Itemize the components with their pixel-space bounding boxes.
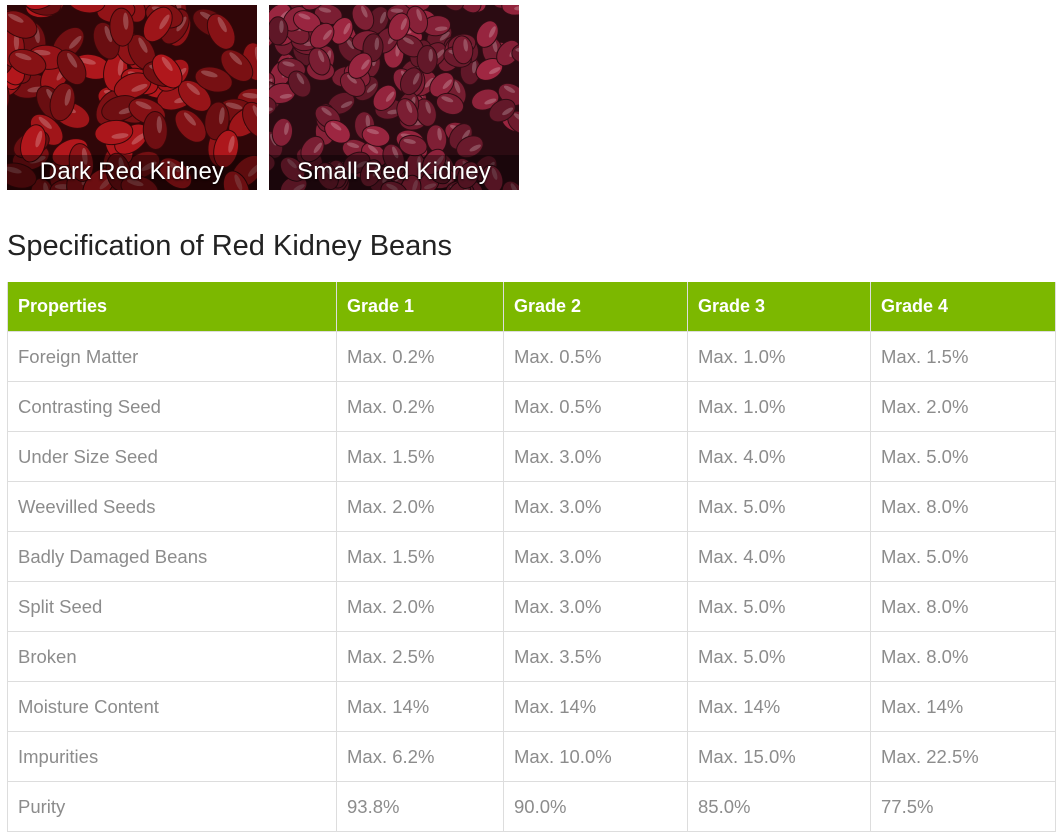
table-row: Under Size Seed Max. 1.5% Max. 3.0% Max. 4.… [7, 431, 1056, 482]
grade-value-cell: Max. 22.5% [870, 731, 1056, 782]
dark-red-kidney-photo: Dark Red Kidney [7, 5, 257, 190]
photo-caption: Dark Red Kidney [7, 155, 257, 190]
grade-value-cell: Max. 14% [870, 681, 1056, 732]
grade-value-cell: Max. 5.0% [687, 481, 871, 532]
column-header: Grade 4 [870, 282, 1056, 332]
table-row: Impurities Max. 6.2% Max. 10.0% Max. 15.0% M… [7, 731, 1056, 782]
table-row: Split Seed Max. 2.0% Max. 3.0% Max. 5.0% Max… [7, 581, 1056, 632]
grade-value-cell: Max. 3.5% [503, 631, 688, 682]
grade-value-cell: Max. 14% [687, 681, 871, 732]
grade-value-cell: Max. 2.5% [336, 631, 504, 682]
property-cell: Foreign Matter [7, 331, 337, 382]
grade-value-cell: Max. 0.2% [336, 331, 504, 382]
property-cell: Under Size Seed [7, 431, 337, 482]
specification-table: Properties Grade 1 Grade 2 Grade 3 Grade 4 F… [7, 282, 1056, 832]
grade-value-cell: Max. 5.0% [870, 431, 1056, 482]
property-cell: Contrasting Seed [7, 381, 337, 432]
grade-value-cell: Max. 10.0% [503, 731, 688, 782]
property-cell: Split Seed [7, 581, 337, 632]
property-cell: Broken [7, 631, 337, 682]
grade-value-cell: 93.8% [336, 781, 504, 832]
column-header: Grade 2 [503, 282, 688, 332]
grade-value-cell: Max. 5.0% [687, 631, 871, 682]
table-header-row: Properties Grade 1 Grade 2 Grade 3 Grade 4 [7, 282, 1056, 332]
grade-value-cell: Max. 2.0% [336, 581, 504, 632]
grade-value-cell: 85.0% [687, 781, 871, 832]
photo-caption: Small Red Kidney [269, 155, 519, 190]
grade-value-cell: Max. 3.0% [503, 581, 688, 632]
table-row: Purity 93.8% 90.0% 85.0% 77.5% [7, 781, 1056, 832]
grade-value-cell: Max. 14% [503, 681, 688, 732]
table-row: Moisture Content Max. 14% Max. 14% Max. 14%… [7, 681, 1056, 732]
grade-value-cell: Max. 1.5% [336, 431, 504, 482]
grade-value-cell: Max. 8.0% [870, 481, 1056, 532]
grade-value-cell: Max. 1.0% [687, 381, 871, 432]
property-cell: Impurities [7, 731, 337, 782]
property-cell: Purity [7, 781, 337, 832]
grade-value-cell: Max. 8.0% [870, 631, 1056, 682]
grade-value-cell: Max. 1.5% [870, 331, 1056, 382]
table-row: Foreign Matter Max. 0.2% Max. 0.5% Max. 1.0… [7, 331, 1056, 382]
grade-value-cell: Max. 0.2% [336, 381, 504, 432]
grade-value-cell: Max. 0.5% [503, 331, 688, 382]
property-cell: Weevilled Seeds [7, 481, 337, 532]
table-row: Badly Damaged Beans Max. 1.5% Max. 3.0% Max… [7, 531, 1056, 582]
grade-value-cell: Max. 5.0% [870, 531, 1056, 582]
column-header: Grade 3 [687, 282, 871, 332]
table-body: Foreign Matter Max. 0.2% Max. 0.5% Max. 1.0… [7, 331, 1056, 832]
grade-value-cell: Max. 2.0% [336, 481, 504, 532]
grade-value-cell: 90.0% [503, 781, 688, 832]
grade-value-cell: Max. 1.0% [687, 331, 871, 382]
small-red-kidney-beans-image [269, 5, 519, 190]
grade-value-cell: Max. 2.0% [870, 381, 1056, 432]
grade-value-cell: Max. 4.0% [687, 431, 871, 482]
property-cell: Moisture Content [7, 681, 337, 732]
table-row: Broken Max. 2.5% Max. 3.5% Max. 5.0% Max. 8.… [7, 631, 1056, 682]
grade-value-cell: Max. 6.2% [336, 731, 504, 782]
grade-value-cell: Max. 1.5% [336, 531, 504, 582]
grade-value-cell: Max. 14% [336, 681, 504, 732]
grade-value-cell: Max. 8.0% [870, 581, 1056, 632]
grade-value-cell: Max. 4.0% [687, 531, 871, 582]
grade-value-cell: 77.5% [870, 781, 1056, 832]
column-header: Grade 1 [336, 282, 504, 332]
property-cell: Badly Damaged Beans [7, 531, 337, 582]
dark-red-kidney-beans-image [7, 5, 257, 190]
grade-value-cell: Max. 3.0% [503, 531, 688, 582]
grade-value-cell: Max. 3.0% [503, 481, 688, 532]
grade-value-cell: Max. 5.0% [687, 581, 871, 632]
table-row: Contrasting Seed Max. 0.2% Max. 0.5% Max. 1… [7, 381, 1056, 432]
column-header: Properties [7, 282, 337, 332]
grade-value-cell: Max. 0.5% [503, 381, 688, 432]
grade-value-cell: Max. 15.0% [687, 731, 871, 782]
page-title: Specification of Red Kidney Beans [7, 230, 452, 262]
grade-value-cell: Max. 3.0% [503, 431, 688, 482]
table-row: Weevilled Seeds Max. 2.0% Max. 3.0% Max. 5.… [7, 481, 1056, 532]
small-red-kidney-photo: Small Red Kidney [269, 5, 519, 190]
